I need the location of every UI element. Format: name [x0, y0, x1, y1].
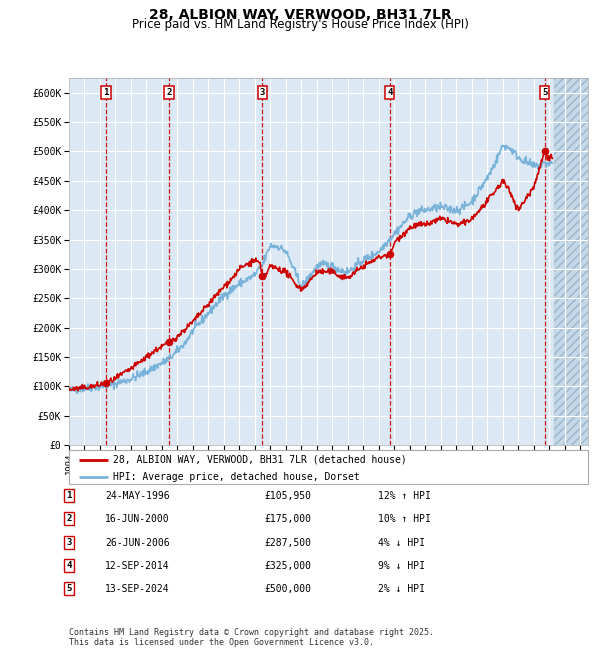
Text: HPI: Average price, detached house, Dorset: HPI: Average price, detached house, Dors…: [113, 472, 360, 482]
Text: 28, ALBION WAY, VERWOOD, BH31 7LR (detached house): 28, ALBION WAY, VERWOOD, BH31 7LR (detac…: [113, 455, 407, 465]
Text: 28, ALBION WAY, VERWOOD, BH31 7LR: 28, ALBION WAY, VERWOOD, BH31 7LR: [149, 8, 451, 22]
Text: 2: 2: [67, 514, 71, 523]
Text: £105,950: £105,950: [264, 491, 311, 500]
Text: 13-SEP-2024: 13-SEP-2024: [105, 584, 170, 594]
Text: 1: 1: [103, 88, 109, 98]
Text: 9% ↓ HPI: 9% ↓ HPI: [378, 561, 425, 571]
Text: Contains HM Land Registry data © Crown copyright and database right 2025.
This d: Contains HM Land Registry data © Crown c…: [69, 628, 434, 647]
Text: 2: 2: [166, 88, 172, 98]
Text: 1: 1: [67, 491, 71, 500]
Text: £500,000: £500,000: [264, 584, 311, 594]
Text: 4: 4: [387, 88, 392, 98]
Text: 3: 3: [67, 538, 71, 547]
Text: 5: 5: [67, 584, 71, 593]
Text: 4% ↓ HPI: 4% ↓ HPI: [378, 538, 425, 547]
Text: 3: 3: [260, 88, 265, 98]
Text: £175,000: £175,000: [264, 514, 311, 524]
Text: 10% ↑ HPI: 10% ↑ HPI: [378, 514, 431, 524]
Text: 24-MAY-1996: 24-MAY-1996: [105, 491, 170, 500]
FancyBboxPatch shape: [69, 450, 588, 484]
Text: 2% ↓ HPI: 2% ↓ HPI: [378, 584, 425, 594]
Text: 12-SEP-2014: 12-SEP-2014: [105, 561, 170, 571]
Text: 4: 4: [67, 561, 71, 570]
Text: 26-JUN-2006: 26-JUN-2006: [105, 538, 170, 547]
Text: 5: 5: [542, 88, 547, 98]
Bar: [554, 78, 588, 445]
Text: £325,000: £325,000: [264, 561, 311, 571]
Text: Price paid vs. HM Land Registry's House Price Index (HPI): Price paid vs. HM Land Registry's House …: [131, 18, 469, 31]
Bar: [554, 78, 588, 445]
Text: £287,500: £287,500: [264, 538, 311, 547]
Text: 12% ↑ HPI: 12% ↑ HPI: [378, 491, 431, 500]
Text: 16-JUN-2000: 16-JUN-2000: [105, 514, 170, 524]
